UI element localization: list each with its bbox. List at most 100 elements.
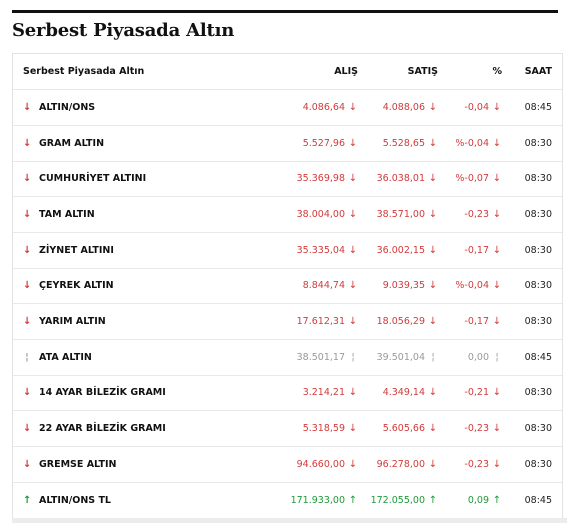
dash-icon: ¦ <box>431 352 435 363</box>
row-name[interactable]: YARIM ALTIN <box>39 316 106 327</box>
row-alis-cell: 3.214,21 ↓ <box>303 375 358 410</box>
dash-icon: ¦ <box>25 352 29 363</box>
table-row[interactable]: ↓ GRAM ALTIN 5.527,96 ↓ 5.528,65 ↓ %-0,04 ↓ 08:3… <box>13 126 562 162</box>
row-pct: -0,23 <box>464 423 489 434</box>
table-row[interactable]: ↑ ALTIN/ONS TL 171.933,00 ↑ 172.055,00 ↑ 0,09 ↑… <box>13 482 562 518</box>
row-alis: 5.527,96 <box>302 138 345 149</box>
table-row[interactable]: ↓ TAM ALTIN 38.004,00 ↓ 38.571,00 ↓ -0,23 ↓ 08:3… <box>13 197 562 233</box>
arrow-down-icon: ↓ <box>492 173 502 184</box>
arrow-down-icon: ↓ <box>492 387 502 398</box>
row-satis: 4.349,14 <box>382 387 425 398</box>
arrow-down-icon: ↓ <box>492 316 502 327</box>
arrow-down-icon: ↓ <box>492 459 502 470</box>
table-row[interactable]: ↓ CUMHURİYET ALTINI 35.369,98 ↓ 36.038,01 ↓ %-… <box>13 161 562 197</box>
row-name[interactable]: GREMSE ALTIN <box>39 459 117 470</box>
row-name[interactable]: 22 AYAR BİLEZİK GRAMI <box>39 423 166 434</box>
row-pct: 0,09 <box>467 494 489 506</box>
row-name[interactable]: ATA ALTIN <box>39 352 92 363</box>
table-row[interactable]: ¦ ATA ALTIN 38.501,17 ¦ 39.501,04 ¦ 0,00 ¦ 08:45 <box>13 340 562 376</box>
table-row[interactable]: ↓ 22 AYAR BİLEZİK GRAMI 5.318,59 ↓ 5.605,66 ↓… <box>13 411 562 447</box>
arrow-down-icon: ↓ <box>428 245 438 256</box>
row-alis-cell: 8.844,74 ↓ <box>303 268 358 303</box>
row-name[interactable]: ZİYNET ALTINI <box>39 245 114 256</box>
row-alis-cell: 5.527,96 ↓ <box>303 126 358 161</box>
arrow-down-icon: ↓ <box>23 173 32 184</box>
row-pct-cell: 0,00 ¦ <box>468 340 502 375</box>
arrow-down-icon: ↓ <box>428 138 438 149</box>
header-alis[interactable]: ALIŞ <box>334 66 358 77</box>
arrow-down-icon: ↓ <box>348 102 358 113</box>
row-name-cell: ↓ ZİYNET ALTINI <box>23 233 114 268</box>
row-name-cell: ↓ ÇEYREK ALTIN <box>23 268 114 303</box>
table-row[interactable]: ↓ YARIM ALTIN 17.612,31 ↓ 18.056,29 ↓ -0,17 ↓ 08… <box>13 304 562 340</box>
row-name[interactable]: CUMHURİYET ALTINI <box>39 173 147 184</box>
row-name[interactable]: 14 AYAR BİLEZİK GRAMI <box>39 387 166 398</box>
row-name-cell: ↓ ALTIN/ONS <box>23 90 95 125</box>
row-satis: 18.056,29 <box>376 316 425 327</box>
row-pct-cell: %-0,04 ↓ <box>455 268 502 303</box>
row-saat: 08:30 <box>524 173 552 184</box>
header-satis[interactable]: SATIŞ <box>407 66 438 77</box>
row-pct-cell: -0,04 ↓ <box>464 90 502 125</box>
row-satis-cell: 36.038,01 ↓ <box>377 161 438 196</box>
table-header-row: Serbest Piyasada Altın ALIŞ SATIŞ % SAAT <box>13 54 562 90</box>
row-pct: -0,21 <box>464 387 489 398</box>
arrow-up-icon: ↑ <box>23 494 32 506</box>
row-alis-cell: 4.086,64 ↓ <box>303 90 358 125</box>
table-row[interactable]: ↓ ZİYNET ALTINI 35.335,04 ↓ 36.002,15 ↓ -0,17 ↓… <box>13 233 562 269</box>
arrow-down-icon: ↓ <box>348 245 358 256</box>
arrow-down-icon: ↓ <box>348 138 358 149</box>
row-pct-cell: -0,23 ↓ <box>464 447 502 482</box>
arrow-down-icon: ↓ <box>23 423 32 434</box>
row-satis-cell: 4.349,14 ↓ <box>383 375 438 410</box>
row-pct-cell: -0,21 ↓ <box>464 375 502 410</box>
row-alis: 171.933,00 <box>290 494 345 506</box>
arrow-down-icon: ↓ <box>23 209 32 220</box>
row-satis: 36.038,01 <box>376 173 425 184</box>
table-row[interactable]: ↓ ÇEYREK ALTIN 8.844,74 ↓ 9.039,35 ↓ %-0,04 ↓ 08… <box>13 268 562 304</box>
row-satis-cell: 36.002,15 ↓ <box>377 233 438 268</box>
row-pct: %-0,04 <box>455 138 489 149</box>
arrow-down-icon: ↓ <box>492 245 502 256</box>
header-pct[interactable]: % <box>492 66 502 77</box>
table-row[interactable]: ↓ ALTIN/ONS 4.086,64 ↓ 4.088,06 ↓ -0,04 ↓ 08:45 <box>13 90 562 126</box>
row-alis-cell: 35.369,98 ↓ <box>297 161 358 196</box>
arrow-down-icon: ↓ <box>428 316 438 327</box>
row-satis-cell: 4.088,06 ↓ <box>383 90 438 125</box>
arrow-down-icon: ↓ <box>428 459 438 470</box>
row-alis-cell: 35.335,04 ↓ <box>297 233 358 268</box>
row-alis: 38.501,17 <box>296 352 345 363</box>
row-satis: 39.501,04 <box>376 352 425 363</box>
row-name[interactable]: ALTIN/ONS TL <box>39 494 111 506</box>
row-name[interactable]: ALTIN/ONS <box>39 102 96 113</box>
row-pct: -0,23 <box>464 209 489 220</box>
row-alis: 35.335,04 <box>296 245 345 256</box>
row-name[interactable]: GRAM ALTIN <box>39 138 105 149</box>
table-row[interactable]: ↓ GREMSE ALTIN 94.660,00 ↓ 96.278,00 ↓ -0,23 ↓ 0… <box>13 447 562 483</box>
table-row[interactable]: ↓ 14 AYAR BİLEZİK GRAMI 3.214,21 ↓ 4.349,14 ↓… <box>13 375 562 411</box>
row-pct-cell: %-0,07 ↓ <box>455 161 502 196</box>
row-pct-cell: -0,23 ↓ <box>464 197 502 232</box>
row-name-cell: ↓ 22 AYAR BİLEZİK GRAMI <box>23 411 166 446</box>
row-name[interactable]: TAM ALTIN <box>39 209 95 220</box>
arrow-down-icon: ↓ <box>348 459 358 470</box>
arrow-down-icon: ↓ <box>348 316 358 327</box>
row-satis-cell: 38.571,00 ↓ <box>377 197 438 232</box>
arrow-up-icon: ↑ <box>428 494 438 506</box>
header-saat[interactable]: SAAT <box>524 66 552 77</box>
row-pct: -0,17 <box>464 316 489 327</box>
arrow-up-icon: ↑ <box>492 494 502 506</box>
arrow-down-icon: ↓ <box>492 102 502 113</box>
row-satis-cell: 9.039,35 ↓ <box>383 268 438 303</box>
arrow-down-icon: ↓ <box>348 173 358 184</box>
row-saat: 08:30 <box>524 316 552 327</box>
row-saat: 08:45 <box>524 102 552 113</box>
row-satis: 96.278,00 <box>376 459 425 470</box>
row-satis-cell: 5.605,66 ↓ <box>383 411 438 446</box>
row-pct-cell: %-0,04 ↓ <box>455 126 502 161</box>
row-name[interactable]: ÇEYREK ALTIN <box>39 280 114 291</box>
row-alis-cell: 94.660,00 ↓ <box>297 447 358 482</box>
row-pct-cell: -0,23 ↓ <box>464 411 502 446</box>
row-saat: 08:30 <box>524 459 552 470</box>
arrow-down-icon: ↓ <box>492 209 502 220</box>
